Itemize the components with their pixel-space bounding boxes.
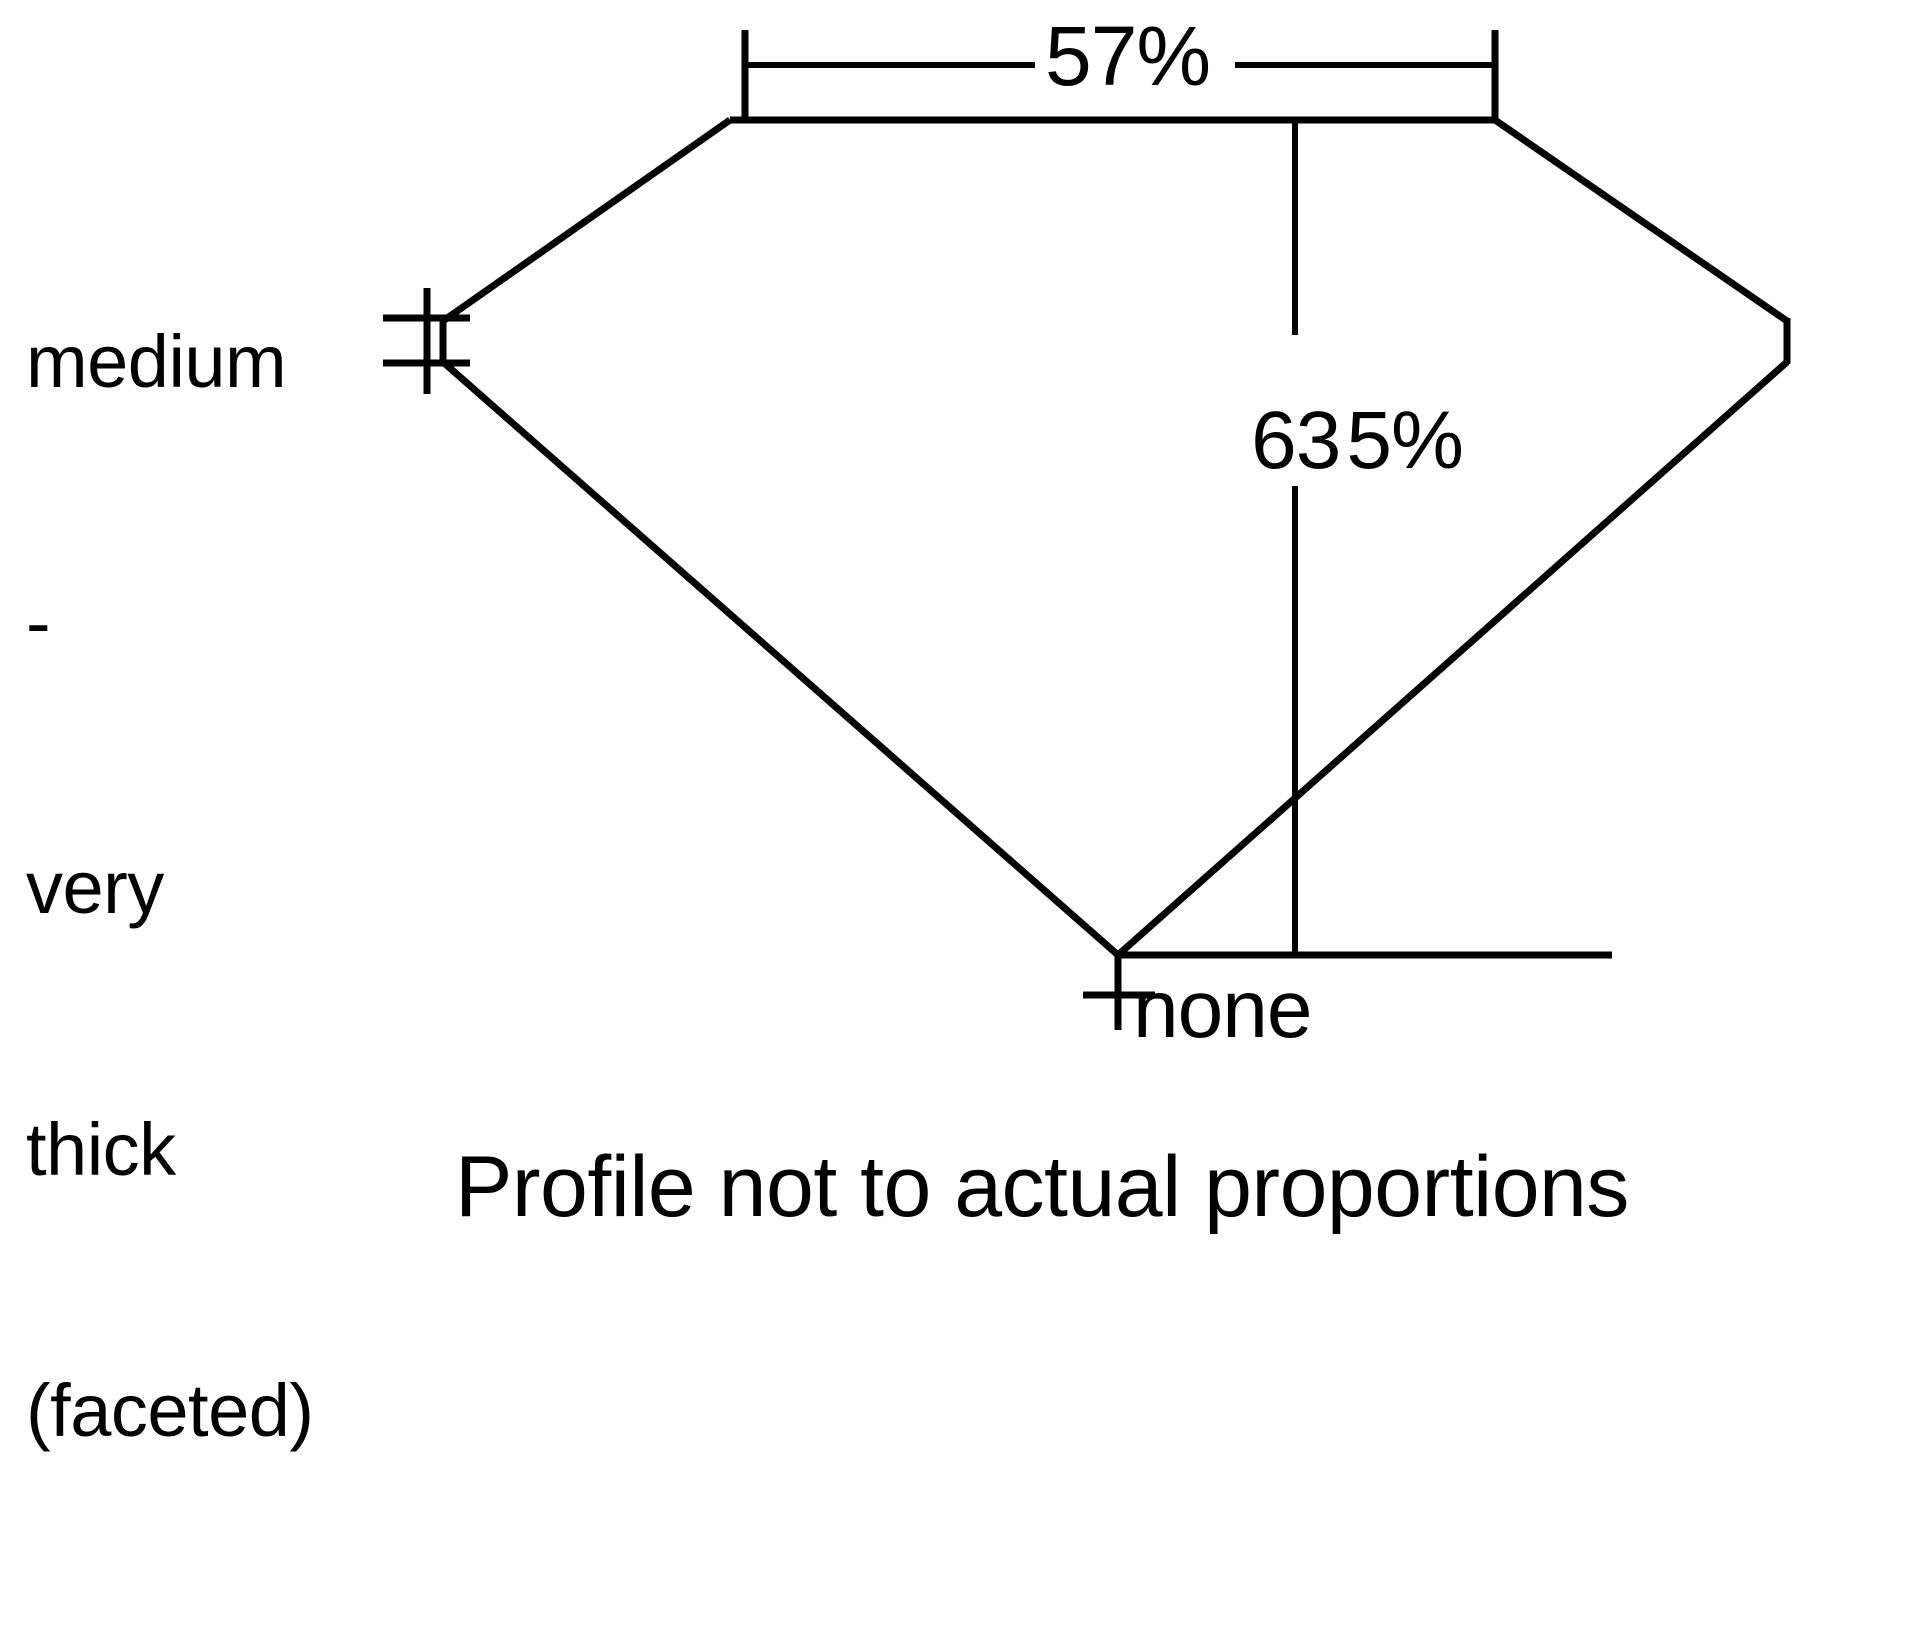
depth-percent-part-a: 63 — [1251, 395, 1344, 486]
girdle-label-line-4: thick — [26, 1107, 176, 1191]
pavilion-left-slope — [440, 359, 1121, 958]
girdle-label-line-3: very — [26, 845, 164, 929]
diamond-profile-drawing — [383, 30, 1791, 1030]
girdle-thickness-label: medium - very thick (faceted) — [26, 143, 314, 1629]
table-percent-label: 57% — [1035, 14, 1221, 98]
depth-percent-part-b: 5% — [1343, 395, 1464, 486]
diagram-canvas: medium - very thick (faceted) 57% 635% n… — [26, 14, 1791, 1453]
pavilion-right-slope — [1115, 359, 1790, 958]
girdle-label-line-2: - — [26, 581, 51, 665]
diagram-caption: Profile not to actual proportions — [455, 1139, 1629, 1235]
crown-right-slope — [1493, 117, 1789, 324]
depth-percent-label: 635% — [1164, 318, 1464, 564]
girdle-label-line-5: (faceted) — [26, 1369, 314, 1453]
culet-size-label: none — [1133, 964, 1312, 1055]
girdle-label-line-1: medium — [26, 319, 287, 403]
crown-left-slope — [440, 117, 733, 324]
